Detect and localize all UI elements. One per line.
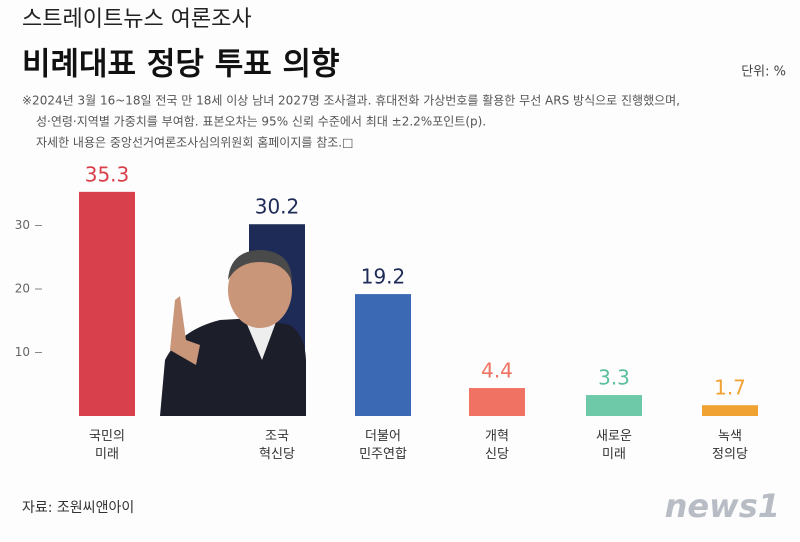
unit: 단위: % [741, 65, 786, 80]
y-tick-label: 30 [15, 218, 30, 232]
shirt [246, 322, 276, 360]
value-label: 1.7 [714, 376, 746, 400]
bar [702, 405, 758, 416]
x-tick-label: 국민의 미래 [89, 429, 125, 462]
suit [160, 318, 306, 416]
header: 스트레이트뉴스 여론조사 [22, 7, 252, 32]
x-tick-label: 더불어 민주연합 [359, 429, 407, 462]
chart-title: 비례대표 정당 투표 의향 [22, 47, 340, 83]
value-label: 3.3 [598, 366, 630, 390]
logo: news1 [665, 487, 780, 525]
value-label: 30.2 [255, 195, 300, 219]
bar [469, 388, 525, 416]
value-label: 4.4 [481, 359, 513, 383]
value-label: 19.2 [361, 265, 406, 289]
bar [355, 294, 411, 416]
source: 자료: 조원씨앤아이 [22, 500, 134, 516]
x-tick-label: 녹색 정의당 [712, 429, 748, 462]
x-tick-label: 새로운 미래 [596, 429, 632, 462]
bar [586, 395, 642, 416]
note: 자세한 내용은 중앙선거여론조사심의위원회 홈페이지를 참조.□ [36, 136, 353, 150]
face [228, 252, 292, 328]
note: ※2024년 3월 16~18일 전국 만 18세 이상 남녀 2027명 조사… [22, 93, 680, 108]
hand [170, 296, 200, 365]
x-tick-label: 개혁 신당 [485, 429, 509, 462]
hair [228, 250, 292, 282]
value-label: 35.3 [85, 162, 130, 186]
bar [79, 191, 135, 416]
x-tick-label: 조국 혁신당 [259, 429, 295, 462]
y-tick-label: 20 [15, 282, 30, 296]
note: 성·연령·지역별 가중치를 부여함. 표본오차는 95% 신뢰 수준에서 최대 … [36, 115, 486, 129]
photo [160, 250, 306, 416]
y-tick-label: 10 [15, 345, 30, 359]
